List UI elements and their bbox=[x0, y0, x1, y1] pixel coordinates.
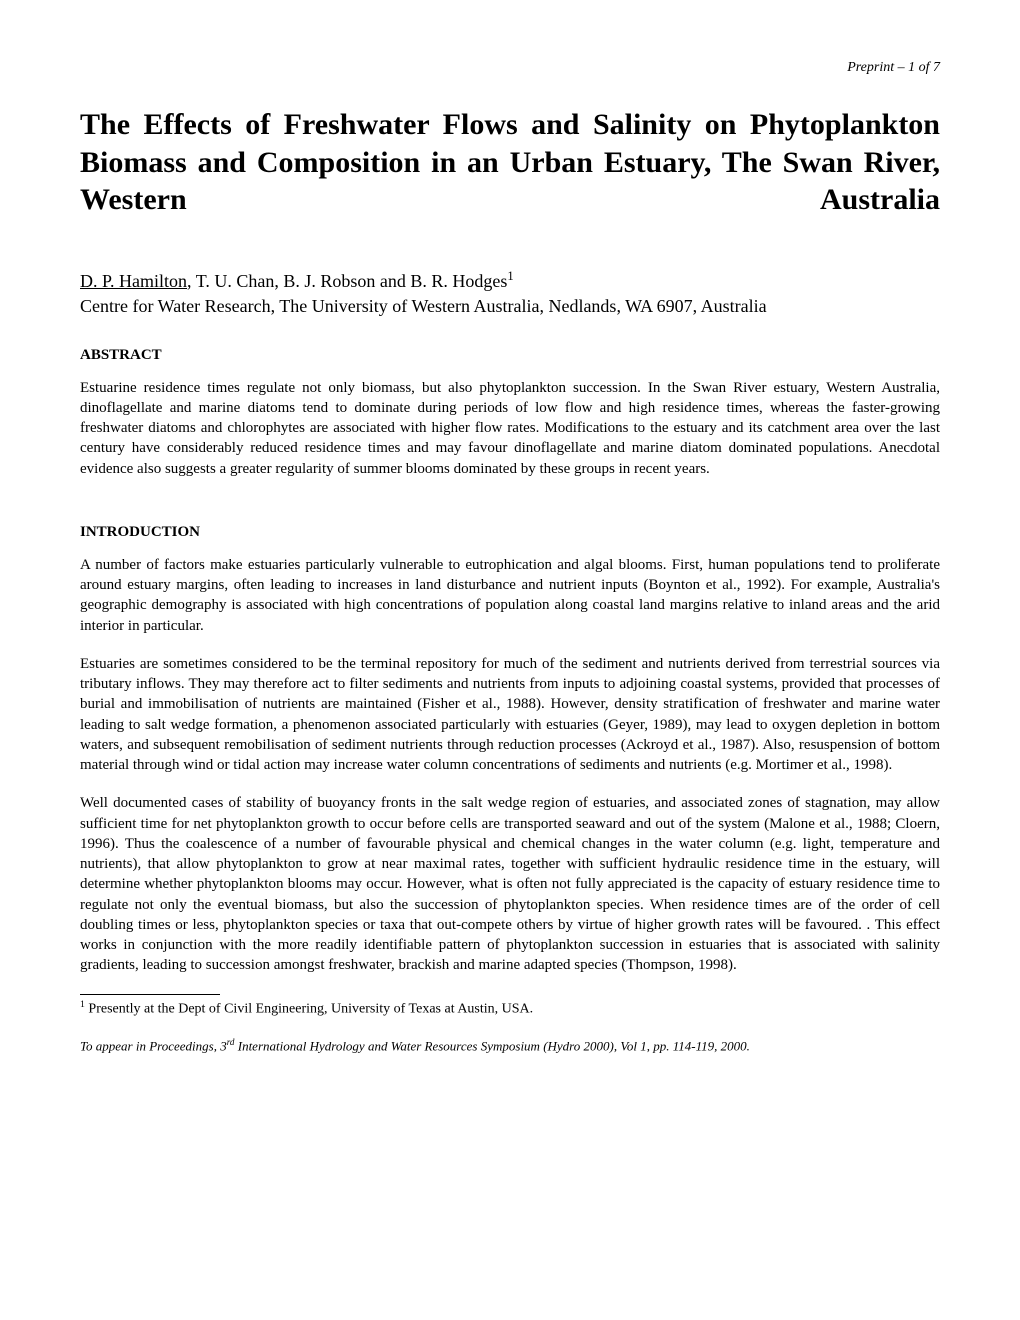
intro-paragraph-3: Well documented cases of stability of bu… bbox=[80, 793, 940, 975]
footer-prefix: To appear in Proceedings, 3 bbox=[80, 1038, 227, 1053]
author-superscript: 1 bbox=[507, 269, 513, 283]
intro-paragraph-2: Estuaries are sometimes considered to be… bbox=[80, 654, 940, 776]
paper-title: The Effects of Freshwater Flows and Sali… bbox=[80, 106, 940, 219]
page-footer: To appear in Proceedings, 3rd Internatio… bbox=[80, 1037, 940, 1055]
footer-suffix: International Hydrology and Water Resour… bbox=[234, 1038, 749, 1053]
affiliation: Centre for Water Research, The Universit… bbox=[80, 296, 940, 317]
intro-paragraph-1: A number of factors make estuaries parti… bbox=[80, 555, 940, 636]
abstract-heading: ABSTRACT bbox=[80, 347, 940, 364]
abstract-text: Estuarine residence times regulate not o… bbox=[80, 378, 940, 479]
page-header-preprint: Preprint – 1 of 7 bbox=[80, 60, 940, 76]
footnote-text: Presently at the Dept of Civil Engineeri… bbox=[85, 1001, 533, 1016]
author-line: D. P. Hamilton, T. U. Chan, B. J. Robson… bbox=[80, 269, 940, 292]
primary-author: D. P. Hamilton bbox=[80, 271, 187, 291]
footnote: 1 Presently at the Dept of Civil Enginee… bbox=[80, 999, 940, 1018]
footnote-separator bbox=[80, 994, 220, 995]
other-authors: , T. U. Chan, B. J. Robson and B. R. Hod… bbox=[187, 271, 507, 291]
introduction-heading: INTRODUCTION bbox=[80, 524, 940, 541]
